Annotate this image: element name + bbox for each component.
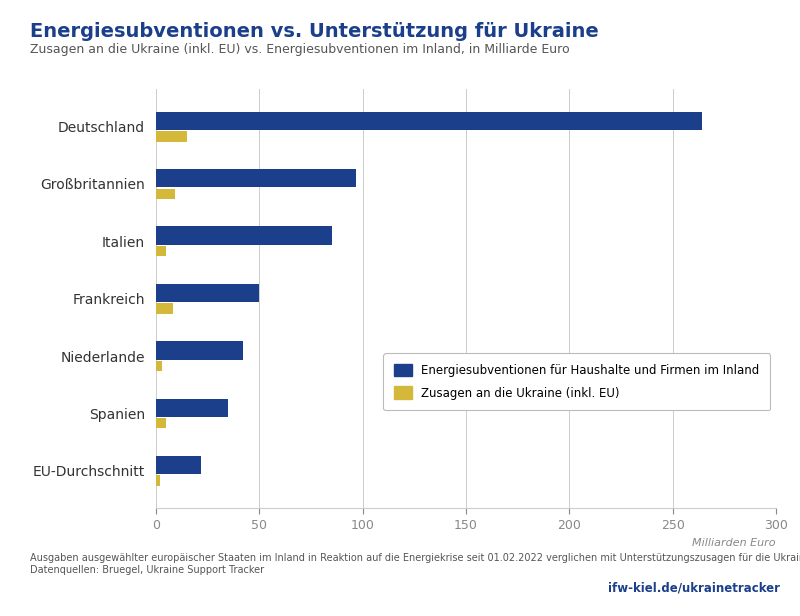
Bar [156,418,166,429]
Bar [156,227,332,245]
Bar [156,131,187,142]
Bar [156,284,259,302]
Text: Quelle:: Quelle: [30,582,78,594]
Text: Trebesch et al. (2023) Kiel Working Paper „Ukraine Tracker“: Trebesch et al. (2023) Kiel Working Pape… [76,582,432,594]
Text: Ausgaben ausgewählter europäischer Staaten im Inland in Reaktion auf die Energie: Ausgaben ausgewählter europäischer Staat… [30,553,800,575]
Bar [156,361,162,371]
Text: ifw-kiel.de/ukrainetracker: ifw-kiel.de/ukrainetracker [608,582,780,594]
Bar [156,188,174,199]
Bar [156,303,173,314]
Bar [156,169,357,187]
Text: Energiesubventionen vs. Unterstützung für Ukraine: Energiesubventionen vs. Unterstützung fü… [30,22,599,41]
Bar [156,399,228,417]
Text: Zusagen an die Ukraine (inkl. EU) vs. Energiesubventionen im Inland, in Milliard: Zusagen an die Ukraine (inkl. EU) vs. En… [30,43,570,56]
Bar [156,456,202,474]
Bar [156,476,160,486]
Bar [156,246,166,256]
Legend: Energiesubventionen für Haushalte und Firmen im Inland, Zusagen an die Ukraine (: Energiesubventionen für Haushalte und Fi… [383,354,770,410]
Bar [156,111,702,130]
Text: Milliarden Euro: Milliarden Euro [693,538,776,548]
Bar [156,341,243,360]
